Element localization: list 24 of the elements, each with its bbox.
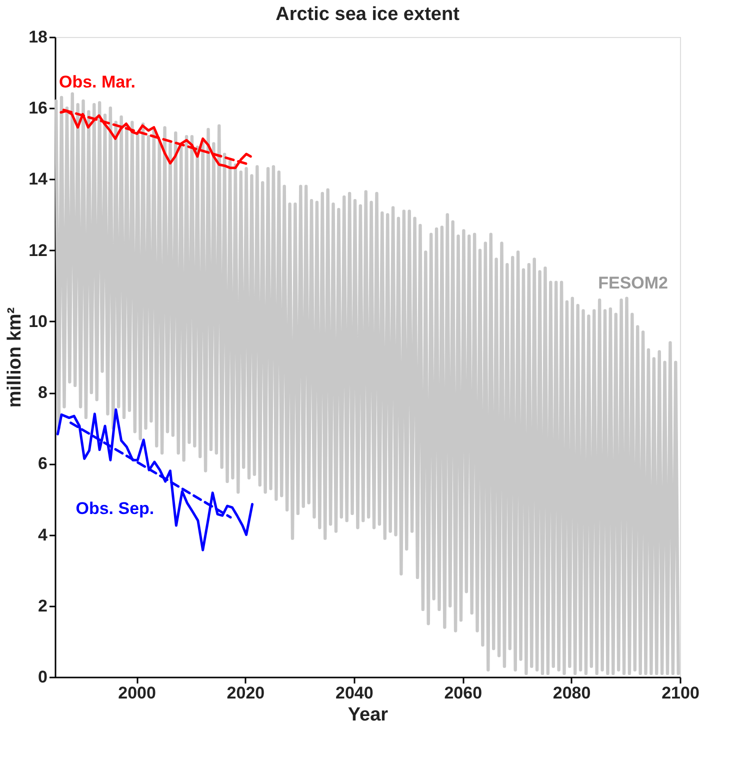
y-tick-label: 18 bbox=[28, 28, 48, 46]
x-tick-label: 2080 bbox=[552, 684, 591, 702]
y-tick-label: 4 bbox=[38, 525, 48, 544]
y-tick-label: 2 bbox=[38, 596, 48, 616]
y-axis-title: million km² bbox=[4, 307, 26, 408]
series-label: Obs. Sep. bbox=[76, 499, 154, 518]
x-tick-label: 2060 bbox=[444, 684, 482, 702]
x-tick-label: 2000 bbox=[118, 684, 156, 702]
x-axis-title: Year bbox=[348, 704, 389, 726]
y-tick-label: 8 bbox=[38, 383, 48, 402]
y-tick-label: 0 bbox=[38, 668, 48, 686]
x-tick-label: 2020 bbox=[226, 684, 265, 702]
x-tick-label: 2100 bbox=[662, 684, 700, 702]
y-tick-label: 6 bbox=[38, 454, 48, 474]
y-tick-label: 16 bbox=[28, 98, 48, 118]
chart-title: Arctic sea ice extent bbox=[276, 4, 460, 25]
line-series bbox=[54, 92, 680, 676]
line-series bbox=[56, 408, 254, 552]
series-label: Obs. Mar. bbox=[58, 72, 136, 92]
y-tick-label: 12 bbox=[28, 240, 48, 260]
y-tick-label: 14 bbox=[28, 170, 48, 189]
y-tick-label: 10 bbox=[28, 312, 48, 331]
series-label: FESOM2 bbox=[598, 273, 668, 292]
x-tick-label: 2040 bbox=[336, 684, 374, 702]
